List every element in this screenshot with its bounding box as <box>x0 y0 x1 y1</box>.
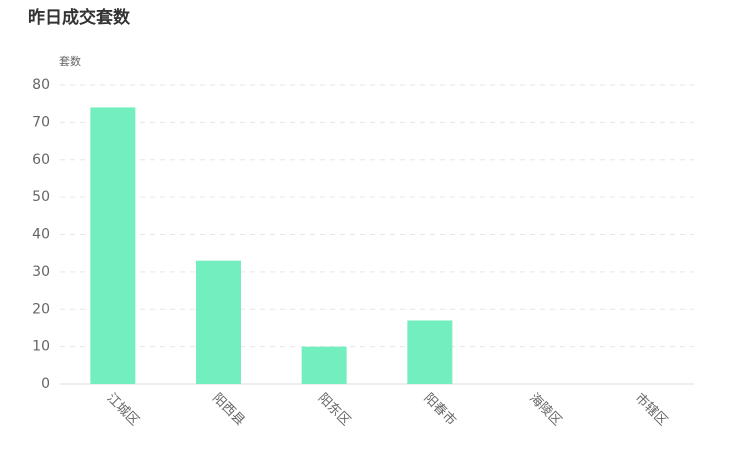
x-tick-label: 阳东区 <box>315 391 353 429</box>
x-tick-label: 海陵区 <box>526 391 564 429</box>
bar <box>407 320 453 384</box>
y-tick-label: 10 <box>32 339 50 355</box>
x-tick-label: 江城区 <box>104 391 142 429</box>
y-tick-label: 30 <box>32 264 50 280</box>
y-tick-label: 80 <box>32 77 50 93</box>
x-tick-label: 市辖区 <box>632 390 671 429</box>
bar <box>301 346 347 384</box>
y-tick-label: 40 <box>32 227 50 243</box>
y-tick-label: 20 <box>32 301 50 317</box>
bar <box>90 107 136 385</box>
x-tick-label: 阳春市 <box>421 390 460 429</box>
y-tick-label: 70 <box>32 114 50 130</box>
bar <box>196 260 241 384</box>
y-tick-label: 50 <box>32 189 50 205</box>
y-tick-label: 0 <box>41 376 50 392</box>
y-axis-label: 套数 <box>59 55 81 68</box>
chart-title: 昨日成交套数 <box>28 7 131 28</box>
x-tick-label: 阳西县 <box>209 391 247 429</box>
y-tick-label: 60 <box>32 152 50 168</box>
